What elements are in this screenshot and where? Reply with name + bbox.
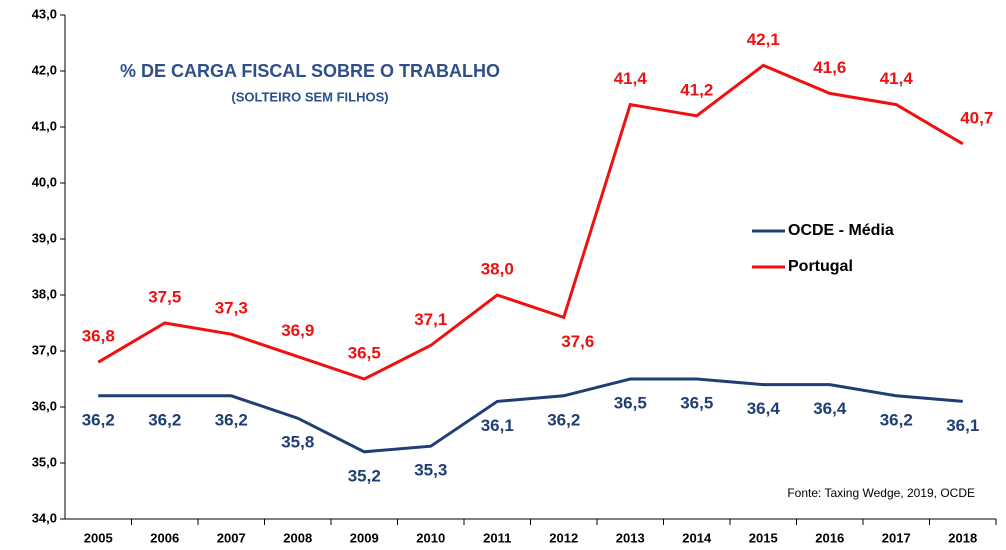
x-tick-label: 2014 [682,530,712,545]
data-label: 36,2 [215,410,248,429]
data-label: 38,0 [481,259,514,278]
data-label: 36,4 [813,399,847,418]
data-label: 36,5 [680,393,713,412]
x-tick-label: 2008 [283,530,312,545]
data-label: 36,4 [747,399,781,418]
data-label: 36,2 [148,410,181,429]
data-label: 36,2 [82,410,115,429]
x-tick-label: 2018 [948,530,977,545]
chart-subtitle: (SOLTEIRO SEM FILHOS) [231,89,388,104]
data-label: 37,1 [414,310,447,329]
x-tick-label: 2012 [549,530,578,545]
data-label: 35,3 [414,461,447,480]
legend-label: Portugal [788,258,853,275]
data-label: 41,4 [614,69,648,88]
data-label: 37,3 [215,299,248,318]
y-tick-label: 43,0 [32,6,57,21]
data-label: 41,6 [813,58,846,77]
x-tick-label: 2015 [749,530,778,545]
y-tick-label: 38,0 [32,286,57,301]
data-label: 36,5 [614,393,647,412]
x-tick-label: 2009 [350,530,379,545]
y-tick-label: 39,0 [32,230,57,245]
x-tick-label: 2006 [150,530,179,545]
x-tick-label: 2011 [483,530,511,545]
series-line [97,63,964,381]
data-label: 40,7 [960,108,993,127]
y-tick-label: 37,0 [32,342,57,357]
data-label: 41,2 [680,80,713,99]
data-label: 36,2 [547,410,580,429]
y-tick-label: 35,0 [32,454,57,469]
y-tick-label: 41,0 [32,118,57,133]
x-tick-label: 2013 [616,530,645,545]
data-label: 35,2 [348,466,381,485]
data-label: 37,5 [148,287,181,306]
data-label: 35,8 [281,433,314,452]
x-tick-label: 2010 [416,530,445,545]
y-tick-label: 34,0 [32,510,57,525]
data-label: 36,1 [946,416,979,435]
chart-title: % DE CARGA FISCAL SOBRE O TRABALHO [120,61,500,81]
data-label: 36,2 [880,410,913,429]
data-label: 36,1 [481,416,514,435]
y-tick-label: 42,0 [32,62,57,77]
y-tick-label: 36,0 [32,398,57,413]
x-tick-label: 2007 [217,530,246,545]
data-label: 37,6 [561,332,594,351]
x-tick-label: 2016 [815,530,844,545]
data-label: 42,1 [747,30,780,49]
series-line [98,377,963,454]
data-label: 41,4 [880,69,914,88]
y-tick-label: 40,0 [32,174,57,189]
data-label: 36,5 [348,343,381,362]
legend-label: OCDE - Média [788,222,894,239]
x-tick-label: 2017 [882,530,911,545]
source-note: Fonte: Taxing Wedge, 2019, OCDE [787,486,975,500]
x-tick-label: 2005 [84,530,113,545]
data-label: 36,8 [82,327,115,346]
data-label: 36,9 [281,321,314,340]
